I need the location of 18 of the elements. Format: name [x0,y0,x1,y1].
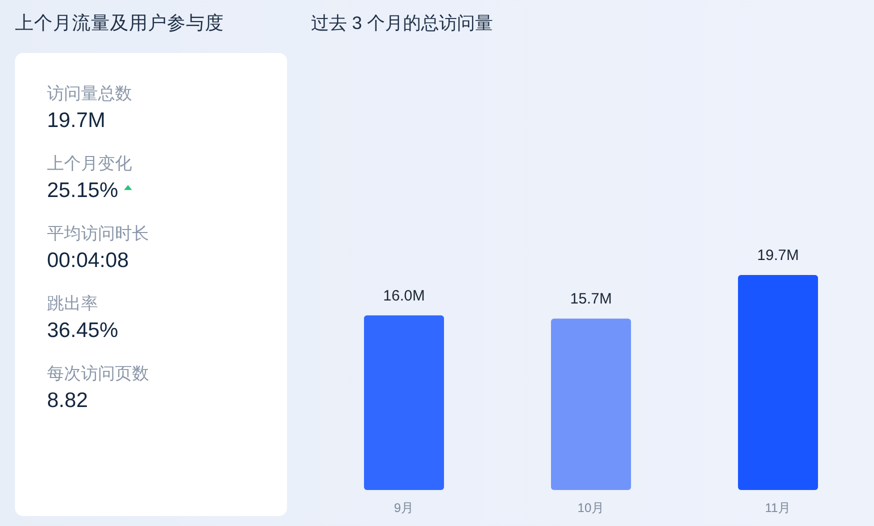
data-label: 15.7M [570,290,612,308]
category-label: 跳出率 [47,294,98,313]
category-label: 上个月变化 [47,154,132,173]
text: 25.15% [47,179,118,202]
category-label: 访问量总数 [47,84,132,103]
text: 上个月流量及用户参与度 [15,12,224,33]
x-tick-label: 10月 [578,501,604,515]
text: 36.45% [47,319,118,342]
data-label: 19.7M [757,247,799,264]
x-tick-label: 9月 [394,501,414,515]
data-label: 16.0M [383,287,425,304]
text: 8.82 [47,389,88,412]
chart-title: 过去 3 个月的总访问量 [311,13,494,33]
text: 19.7M [47,109,106,132]
text: 00:04:08 [47,249,129,272]
category-label: 每次访问页数 [47,364,149,383]
category-label: 平均访问时长 [47,224,149,243]
x-tick-label: 11月 [765,501,791,515]
